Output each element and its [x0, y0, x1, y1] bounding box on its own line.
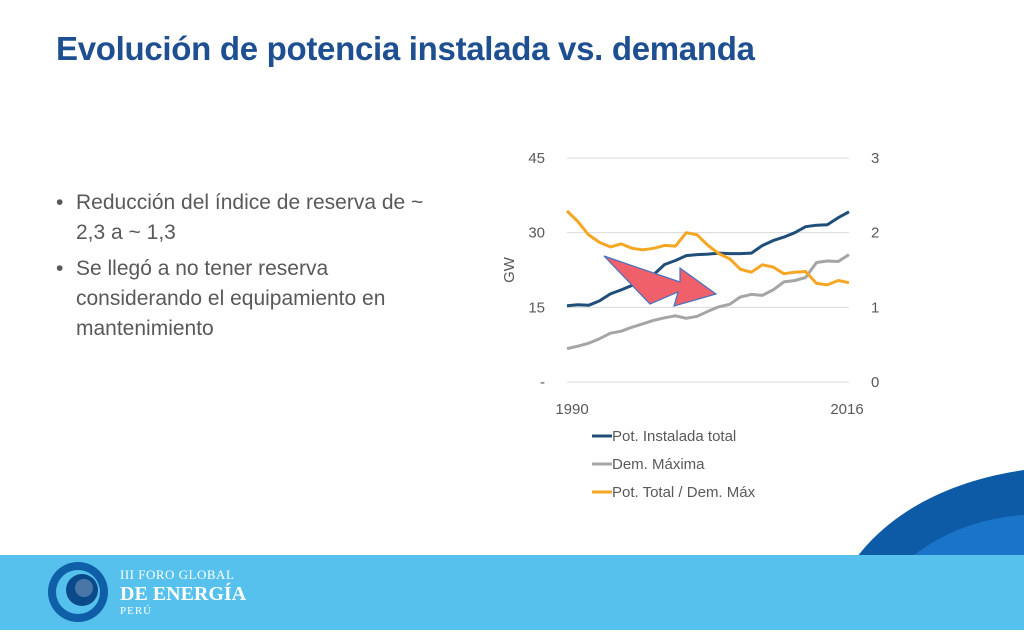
y2-tick-label: 3	[871, 150, 879, 167]
y-axis-label: GW	[501, 256, 518, 283]
bullet-item: Se llegó a no tener reserva considerando…	[56, 254, 456, 344]
y-tick-label: 30	[528, 225, 545, 242]
y-tick-label: -	[540, 374, 545, 391]
logo-line-3: PERÚ	[120, 605, 153, 617]
trend-arrow-icon	[603, 255, 718, 307]
legend-label: Pot. Instalada total	[612, 428, 736, 445]
bullet-item: Reducción del índice de reserva de ~ 2,3…	[56, 188, 456, 248]
y2-tick-label: 0	[871, 374, 879, 391]
logo-line-1: III FORO GLOBAL	[120, 567, 235, 582]
series-line	[566, 210, 850, 308]
x-tick-label: 2016	[830, 401, 863, 418]
y-tick-label: 15	[528, 299, 545, 316]
forum-logo-icon	[48, 562, 108, 622]
legend-label: Pot. Total / Dem. Máx	[612, 484, 756, 501]
bullet-list: Reducción del índice de reserva de ~ 2,3…	[56, 188, 456, 350]
legend-label: Dem. Máxima	[612, 456, 705, 473]
x-tick-label: 1990	[555, 401, 588, 418]
y-tick-label: 45	[528, 150, 545, 167]
logo-line-2: DE ENERGÍA	[120, 583, 247, 605]
series-line	[566, 253, 850, 351]
forum-logo-text: III FORO GLOBAL DE ENERGÍA PERÚ	[120, 567, 246, 617]
series-line	[565, 209, 850, 287]
slide-title: Evolución de potencia instalada vs. dema…	[56, 30, 755, 67]
y2-tick-label: 2	[871, 225, 879, 242]
footer-strip	[0, 630, 1024, 640]
footer-band	[0, 555, 1024, 630]
y2-tick-label: 1	[871, 299, 879, 316]
